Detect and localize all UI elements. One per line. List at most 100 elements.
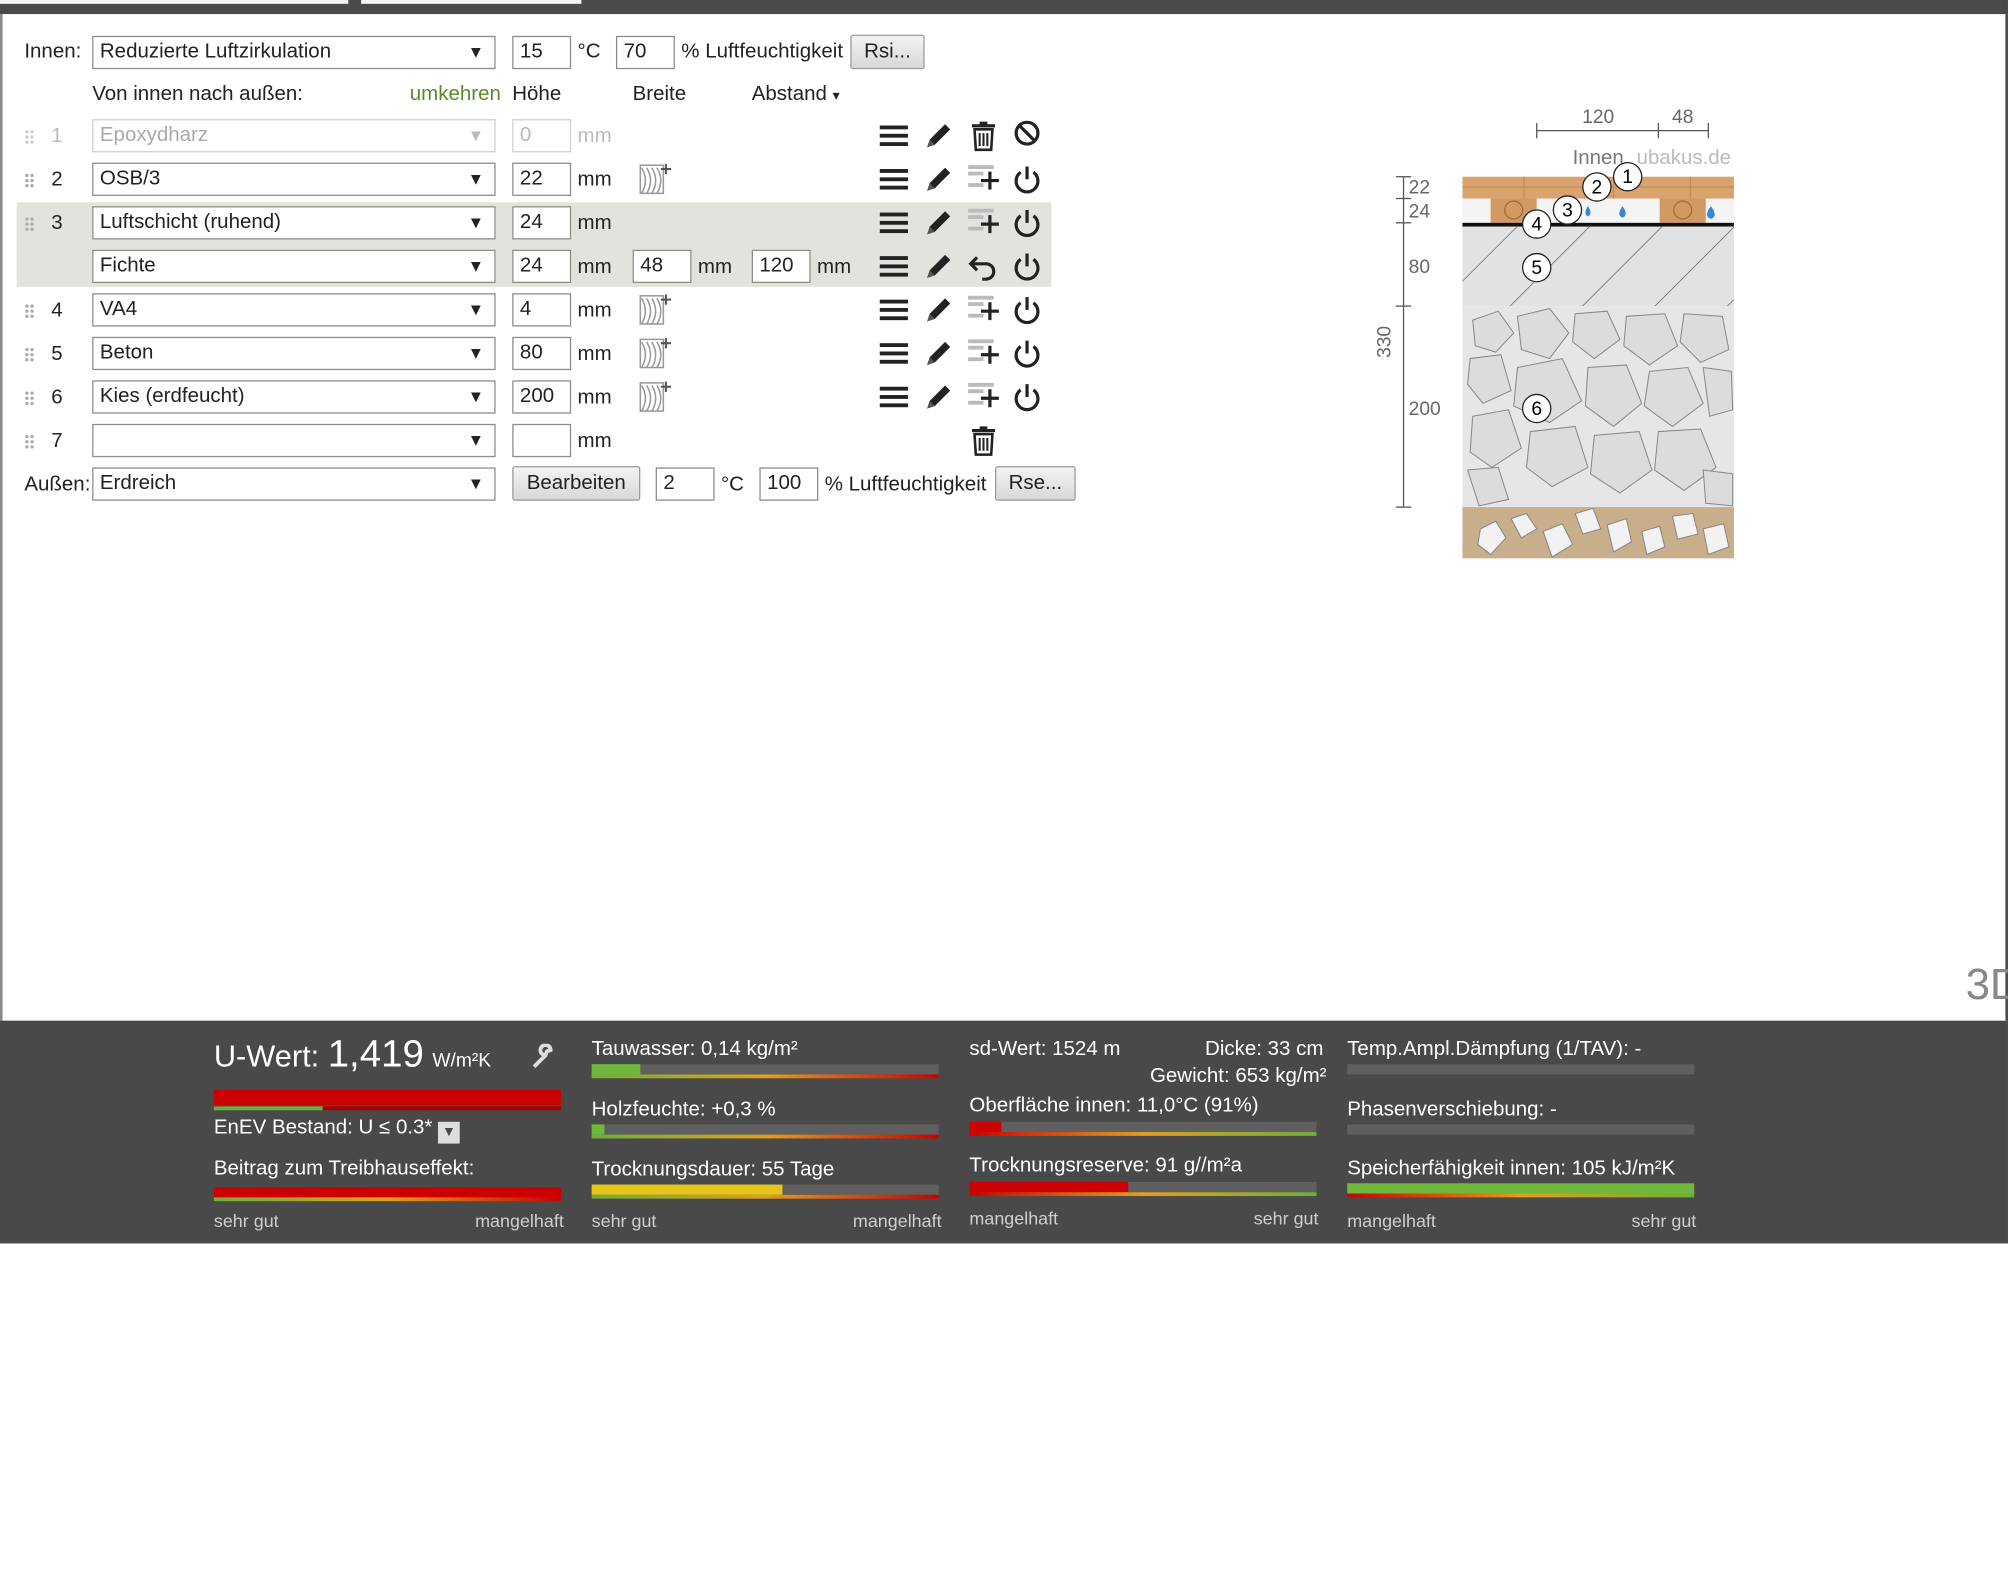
layer-thickness-unit: mm (577, 343, 612, 365)
rsi-button[interactable]: Rsi... (850, 34, 925, 70)
add-layer-icon[interactable] (967, 378, 1000, 411)
undo-icon[interactable] (967, 250, 1000, 283)
add-layer-icon[interactable] (967, 160, 1000, 193)
menu-icon[interactable] (877, 380, 910, 413)
col-distance-header[interactable]: Abstand ▾ (752, 83, 840, 106)
reverse-link[interactable]: umkehren (409, 83, 501, 106)
layer-material-value: OSB/3 (99, 167, 161, 190)
layer-material-select[interactable]: VA4 ▼ (92, 293, 496, 327)
power-icon[interactable] (1010, 337, 1043, 370)
outside-humidity-unit: % Luftfeuchtigkeit (824, 473, 987, 496)
trash-icon[interactable] (967, 424, 1000, 457)
chevron-down-icon: ▼ (467, 256, 485, 276)
add-layer-icon[interactable] (967, 334, 1000, 367)
layer-thickness-unit: mm (577, 430, 612, 453)
power-icon[interactable] (1010, 293, 1043, 326)
layer-material-select[interactable]: Beton ▼ (92, 336, 496, 371)
chevron-down-icon: ▼ (467, 299, 485, 319)
inside-temperature-input[interactable]: 15 (512, 35, 572, 70)
inside-climate-select[interactable]: Reduzierte Luftzirkulation ▼ (92, 35, 496, 70)
add-wood-icon[interactable] (639, 293, 672, 326)
pencil-icon[interactable] (922, 119, 955, 152)
pencil-icon[interactable] (922, 206, 955, 239)
power-icon[interactable] (1010, 380, 1043, 413)
pencil-icon[interactable] (922, 380, 955, 413)
pencil-icon[interactable] (922, 163, 955, 196)
menu-icon[interactable] (877, 337, 910, 370)
trocknungsreserve-bar-scale (969, 1192, 1317, 1197)
menu-icon[interactable] (877, 250, 910, 283)
drag-handle-icon[interactable] (24, 389, 34, 406)
pencil-icon[interactable] (922, 337, 955, 370)
treibhaus-label: Beitrag zum Treibhauseffekt: (213, 1157, 475, 1180)
tab-strip-right[interactable] (361, 0, 582, 4)
layer-material-select[interactable]: Fichte ▼ (92, 249, 496, 284)
drag-handle-icon[interactable] (24, 302, 34, 318)
layer-thickness-input[interactable]: 200 (512, 380, 572, 414)
trash-icon[interactable] (967, 119, 1000, 152)
tauwasser-label: Tauwasser: 0,14 kg/m² (591, 1038, 798, 1061)
sdwert-label: sd-Wert: 1524 m (969, 1038, 1121, 1061)
outside-label: Außen: (24, 473, 91, 496)
layer-thickness-input[interactable] (512, 423, 572, 458)
drag-handle-icon[interactable] (24, 128, 34, 144)
holzfeuchte-label: Holzfeuchte: +0,3 % (591, 1098, 776, 1121)
add-layer-icon[interactable] (967, 291, 1000, 324)
caret-down-icon: ▾ (832, 88, 840, 104)
power-icon[interactable] (1010, 250, 1043, 283)
layer-thickness-input[interactable]: 0 (512, 119, 572, 153)
chevron-down-icon: ▼ (467, 42, 485, 62)
add-wood-icon[interactable] (639, 380, 672, 413)
layer-material-select[interactable]: ▼ (92, 423, 496, 458)
layer-marker-text: 6 (1531, 399, 1542, 420)
power-icon[interactable] (1010, 206, 1043, 239)
power-icon[interactable] (1010, 163, 1043, 196)
pencil-icon[interactable] (922, 293, 955, 326)
add-layer-icon[interactable] (967, 204, 1000, 237)
layer-thickness-unit: mm (577, 125, 612, 148)
scale-good-label: sehr gut (591, 1210, 657, 1231)
inside-humidity-input[interactable]: 70 (615, 35, 675, 70)
disabled-icon[interactable] (1010, 117, 1043, 150)
menu-icon[interactable] (877, 163, 910, 196)
view-3d-label[interactable]: 3D (1965, 960, 2008, 1010)
layer-marker-text: 2 (1592, 177, 1603, 198)
drag-handle-icon[interactable] (24, 172, 34, 188)
tab-strip-left[interactable] (0, 0, 349, 4)
drag-handle-icon[interactable] (24, 346, 34, 362)
drag-handle-icon[interactable] (24, 433, 34, 449)
outside-climate-select[interactable]: Erdreich ▼ (92, 467, 496, 501)
pencil-icon[interactable] (922, 250, 955, 283)
menu-icon[interactable] (877, 206, 910, 239)
add-wood-icon[interactable] (639, 337, 672, 370)
layer-material-value: Kies (erdfeucht) (99, 385, 245, 408)
rse-button[interactable]: Rse... (995, 466, 1076, 501)
menu-icon[interactable] (877, 119, 910, 152)
layer-material-select[interactable]: Kies (erdfeucht) ▼ (92, 380, 496, 414)
col-height-header: Höhe (512, 83, 562, 106)
add-wood-icon[interactable] (639, 163, 672, 196)
tauwasser-bar-fill (591, 1064, 641, 1075)
layer-material-select[interactable]: Epoxydharz ▼ (92, 119, 496, 153)
batten-distance-input[interactable]: 120 (751, 249, 811, 284)
layer-thickness-input[interactable]: 22 (512, 162, 572, 196)
layer-material-select[interactable]: Luftschicht (ruhend) ▼ (92, 206, 496, 240)
layer-thickness-input[interactable]: 80 (512, 336, 572, 371)
menu-icon[interactable] (877, 293, 910, 326)
layer-thickness-input[interactable]: 24 (512, 249, 572, 284)
outside-humidity-input[interactable]: 100 (759, 467, 819, 501)
outside-temperature-input[interactable]: 2 (655, 467, 715, 501)
edit-outside-button[interactable]: Bearbeiten (512, 466, 641, 501)
layer-thickness-unit: mm (577, 212, 612, 235)
col-width-header: Breite (632, 83, 687, 106)
enev-label[interactable]: EnEV Bestand: U ≤ 0.3* ▼ (214, 1117, 460, 1144)
water-drop-icon (1707, 206, 1715, 219)
dropdown-arrow-icon[interactable]: ▼ (438, 1121, 460, 1144)
layer-thickness-input[interactable]: 4 (512, 293, 572, 327)
oberflaeche-bar-fill (969, 1121, 1002, 1133)
batten-width-input[interactable]: 48 (632, 249, 692, 284)
wrench-icon[interactable] (530, 1043, 558, 1072)
layer-thickness-input[interactable]: 24 (512, 206, 572, 240)
layer-material-select[interactable]: OSB/3 ▼ (92, 162, 496, 196)
drag-handle-icon[interactable] (24, 215, 34, 231)
